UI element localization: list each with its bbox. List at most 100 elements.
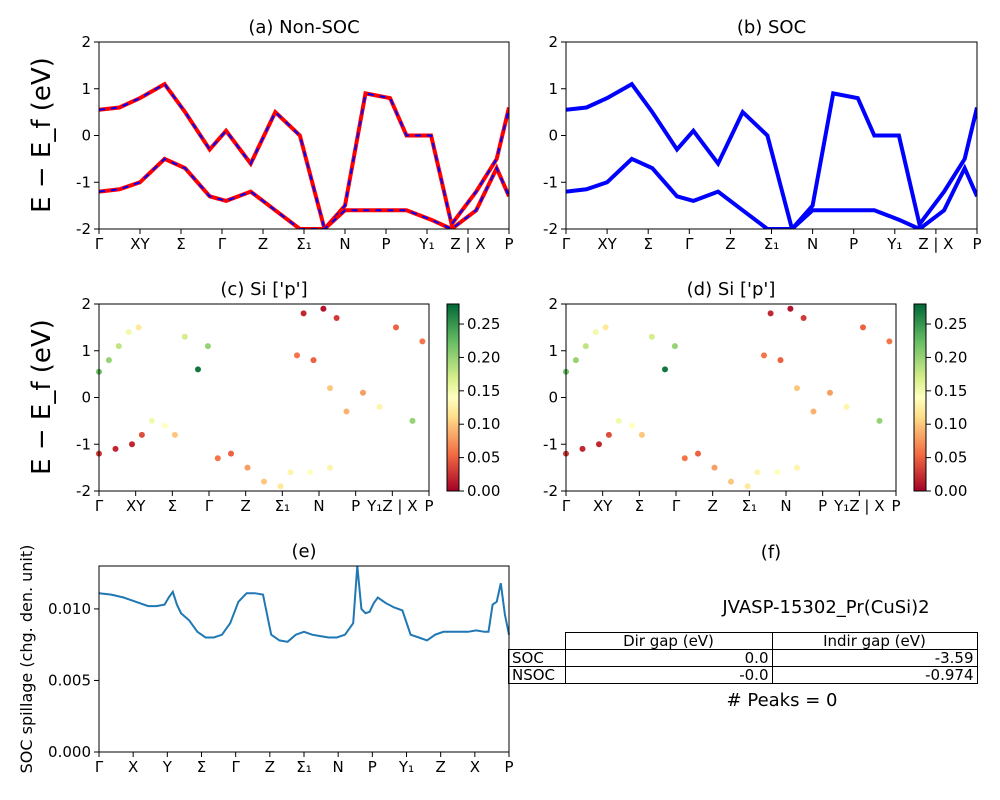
y-tick-label: -1	[543, 173, 558, 191]
projection-point	[572, 357, 579, 364]
colorbar-tick-label: 0.15	[467, 382, 500, 400]
colorbar-tick-label: 0.10	[467, 415, 500, 433]
table-row: NSOC -0.0 -0.974	[508, 666, 978, 684]
colorbar-d: 0.00 0.05 0.10 0.15 0.20 0.25	[913, 303, 967, 500]
projection-point	[360, 389, 366, 396]
projection-point	[794, 464, 800, 471]
y-tick-label: 0	[81, 127, 91, 145]
projection-point	[711, 464, 718, 471]
projection-point	[195, 366, 201, 373]
header-dir-gap: Dir gap (eV)	[564, 632, 773, 650]
panel-d-si-p-projection: -2 -1 0 1 2 Γ XY Σ Γ Z Σ₁ N P Y₁Z | X P (d) Si ['p']	[543, 279, 900, 515]
x-tick-label: N	[333, 758, 344, 776]
projection-point	[728, 478, 734, 485]
projection-point	[605, 431, 612, 438]
x-tick-label: Γ	[685, 235, 694, 253]
projection-point	[171, 431, 178, 438]
projection-point	[695, 450, 701, 457]
x-tick-label: Σ₁	[296, 235, 312, 253]
x-tick-label: P	[972, 235, 981, 253]
x-tick-label: Z	[436, 758, 446, 776]
y-tick-label: 1	[81, 342, 91, 360]
projection-point	[579, 445, 586, 452]
y-tick-label: -2	[543, 482, 558, 500]
axes-frame	[565, 303, 897, 492]
y-tick-label: -1	[76, 173, 91, 191]
colorbar-tick-label: 0.05	[934, 449, 967, 467]
colorbar-tick-label: 0.00	[467, 482, 500, 500]
colorbar-tick-label: 0.05	[467, 449, 500, 467]
x-tick-label: N	[780, 497, 791, 515]
y-tick-label: 0	[81, 389, 91, 407]
y-axis-label: SOC spillage (chg. den. unit)	[17, 545, 36, 774]
projection-point	[300, 310, 307, 317]
projection-point	[148, 417, 155, 424]
projection-point	[333, 315, 340, 321]
x-tick-label: P	[849, 235, 858, 253]
x-tick-label: XY	[597, 235, 617, 253]
x-tick-label: Σ	[635, 497, 644, 515]
header-indir-gap: Indir gap (eV)	[771, 632, 978, 650]
x-tick-label: Γ	[672, 497, 681, 515]
projection-point	[648, 333, 655, 340]
projection-point	[876, 417, 883, 424]
projection-point	[671, 343, 678, 350]
row-label: SOC	[508, 649, 566, 667]
spillage-line	[98, 565, 510, 643]
x-tick-label: Γ	[205, 497, 214, 515]
x-tick-label: Y₁Z | X	[833, 497, 884, 515]
panel-b-soc-bands: -2 -1 0 1 2 Γ XY Σ Γ Z Σ₁ N P Y₁ Z | X P (b) SOC	[543, 17, 981, 253]
x-tick-label: P	[818, 497, 827, 515]
projection-point	[886, 338, 893, 345]
x-tick-label: Σ₁	[296, 758, 312, 776]
projection-point	[310, 357, 317, 364]
x-tick-label: P	[351, 497, 360, 515]
x-tick-label: P	[424, 497, 433, 515]
y-tick-label: 0.005	[48, 671, 91, 689]
projection-point	[582, 343, 589, 350]
y-tick-label: 2	[81, 295, 91, 313]
x-tick-label: P	[368, 758, 377, 776]
x-tick-label: Y	[162, 758, 173, 776]
projection-point	[135, 324, 142, 331]
row-label: NSOC	[508, 666, 566, 684]
panel-title: (b) SOC	[737, 17, 806, 38]
x-tick-label: Z	[258, 235, 268, 253]
colorbar-tick-label: 0.20	[467, 348, 500, 366]
panel-e-soc-spillage: 0.000 0.005 0.010 Γ X Y Σ Γ Z Σ₁ N P Y₁ Z X P (e) SOC spi…	[17, 541, 514, 776]
y-tick-label: -2	[543, 220, 558, 238]
y-tick-label: -2	[76, 482, 91, 500]
projection-point	[294, 352, 300, 359]
x-tick-label: XY	[130, 235, 150, 253]
x-tick-label: Z	[725, 235, 735, 253]
panel-a-nonsoc-bands: -2 -1 0 1 2 Γ XY Σ Γ Z Σ₁ N P Y₁ Z | X P (a) Non-SOC E − …	[27, 17, 514, 253]
colorbar-tick-label: 0.10	[934, 415, 967, 433]
projection-point	[744, 483, 751, 490]
table-row: SOC 0.0 -3.59	[508, 649, 978, 667]
projection-point	[419, 338, 426, 345]
projection-point	[787, 305, 794, 312]
projection-point	[181, 333, 188, 340]
y-tick-label: 1	[548, 342, 558, 360]
x-tick-label: Y₁	[398, 758, 414, 776]
projection-point	[602, 324, 609, 331]
panel-title: (e)	[291, 541, 316, 562]
projection-point	[327, 385, 333, 392]
colorbar-tick-label: 0.25	[467, 315, 500, 333]
projection-point	[827, 389, 833, 396]
y-tick-label: 1	[81, 80, 91, 98]
y-tick-label: 0.000	[48, 743, 91, 761]
dir-gap-value: -0.0	[564, 666, 773, 684]
band-line-soc	[566, 81, 977, 229]
projection-point	[112, 445, 119, 452]
colorbar-gradient	[913, 303, 927, 492]
projection-point	[662, 366, 668, 373]
indir-gap-value: -0.974	[771, 666, 978, 684]
x-tick-label: XY	[126, 497, 146, 515]
projection-point	[277, 483, 284, 490]
x-tick-label: Γ	[562, 497, 571, 515]
x-tick-label: P	[504, 235, 513, 253]
plot-area	[566, 81, 977, 229]
x-tick-label: Γ	[95, 758, 104, 776]
